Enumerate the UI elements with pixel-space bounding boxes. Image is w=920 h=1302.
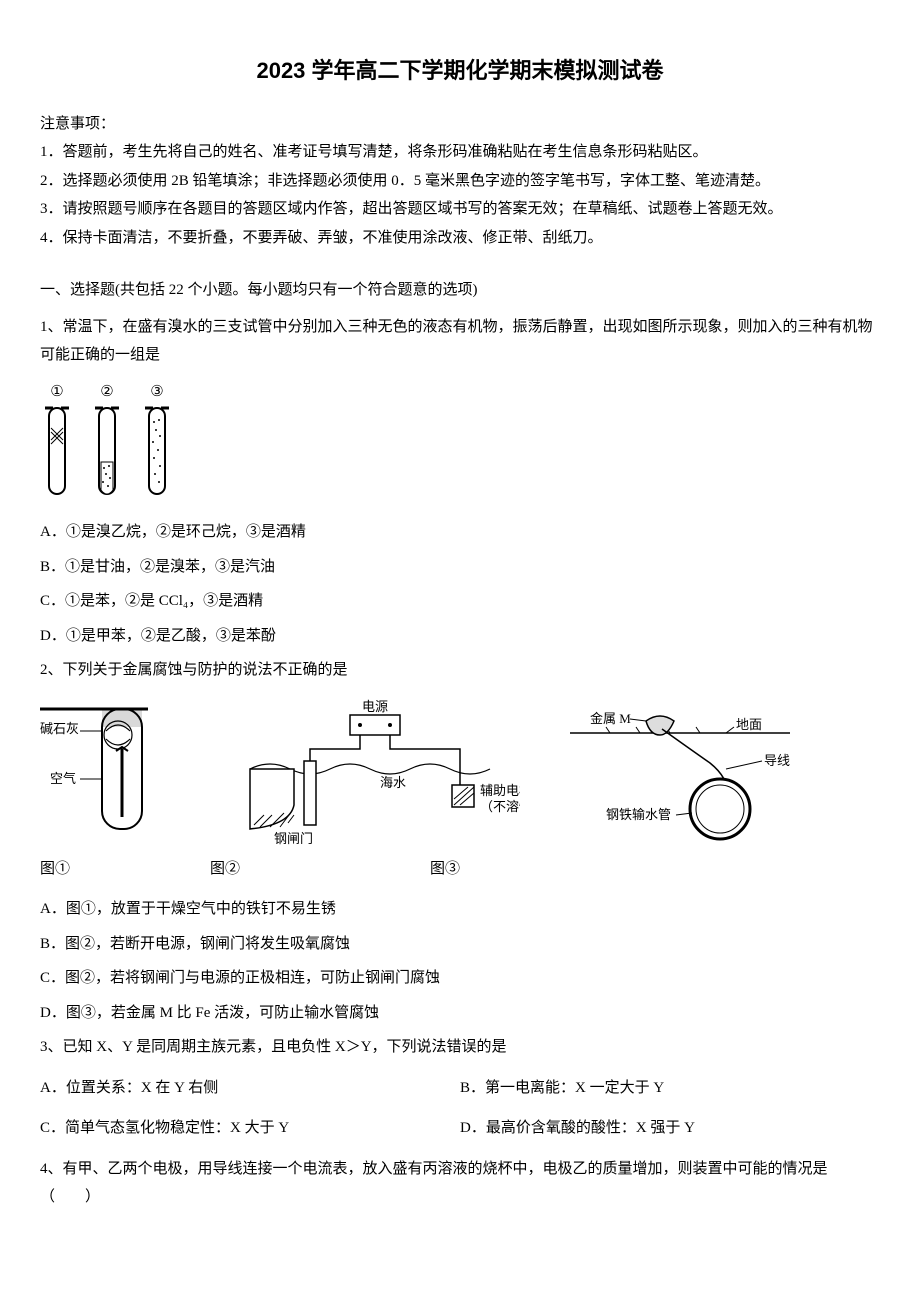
q2-diagram-row: 碱石灰 空气 电源 钢闸门 海水 辅助电极 （不溶性） xyxy=(40,699,880,849)
q3-option-a: A．位置关系：X 在 Y 右侧 xyxy=(40,1074,460,1103)
diagram-3-icon: 金属 M 地面 导线 钢铁输水管 xyxy=(550,699,810,849)
label-fuzhu-1: 辅助电极 xyxy=(480,783,520,798)
q2-stem: 2、下列关于金属腐蚀与防护的说法不正确的是 xyxy=(40,656,880,685)
q1-stem: 1、常温下，在盛有溴水的三支试管中分别加入三种无色的液态有机物，振荡后静置，出现… xyxy=(40,313,880,370)
q1-option-d: D．①是甲苯，②是乙酸，③是苯酚 xyxy=(40,622,880,651)
label-fuzhu-2: （不溶性） xyxy=(480,799,520,814)
notice-item-1: 1．答题前，考生先将自己的姓名、准考证号填写清楚，将条形码准确粘贴在考生信息条形… xyxy=(40,138,880,167)
q1-option-b: B．①是甘油，②是溴苯，③是汽油 xyxy=(40,553,880,582)
notice-item-4: 4．保持卡面清洁，不要折叠，不要弄破、弄皱，不准使用涂改液、修正带、刮纸刀。 xyxy=(40,224,880,253)
label-dianyuan: 电源 xyxy=(362,699,388,714)
tube-diagram-row: ① ② ③ xyxy=(40,378,880,507)
q3-option-b: B．第一电离能：X 一定大于 Y xyxy=(460,1074,880,1103)
label-kongqi: 空气 xyxy=(50,771,76,786)
notice-item-3: 3．请按照题号顺序在各题目的答题区域内作答，超出答题区域书写的答案无效；在草稿纸… xyxy=(40,195,880,224)
fig-labels-row: 图① 图② 图③ xyxy=(40,855,880,884)
test-tube-2-icon xyxy=(90,406,124,506)
fig-label-1: 图① xyxy=(40,855,210,884)
test-tube-3-icon xyxy=(140,406,174,506)
label-dimian: 地面 xyxy=(736,717,762,732)
q4-stem: 4、有甲、乙两个电极，用导线连接一个电流表，放入盛有丙溶液的烧杯中，电极乙的质量… xyxy=(40,1155,880,1212)
q3-options: A．位置关系：X 在 Y 右侧 B．第一电离能：X 一定大于 Y C．简单气态氢… xyxy=(40,1068,880,1149)
q3-option-c: C．简单气态氢化物稳定性：X 大于 Y xyxy=(40,1114,460,1143)
q1-option-a: A．①是溴乙烷，②是环己烷，③是酒精 xyxy=(40,518,880,547)
diagram-1-icon: 碱石灰 空气 xyxy=(40,699,200,849)
diagram-2-icon: 电源 钢闸门 海水 辅助电极 （不溶性） xyxy=(230,699,520,849)
fig-label-3: 图③ xyxy=(430,855,460,884)
tube-label-2: ② xyxy=(90,378,124,407)
label-jinshuM: 金属 M xyxy=(590,711,631,726)
q1-option-c: C．①是苯，②是 CCl₄，③是酒精 xyxy=(40,587,880,616)
tube-label-3: ③ xyxy=(140,378,174,407)
label-gangtie: 钢铁输水管 xyxy=(606,807,671,822)
q2-option-d: D．图③，若金属 M 比 Fe 活泼，可防止输水管腐蚀 xyxy=(40,999,880,1028)
label-jianshihui: 碱石灰 xyxy=(40,721,79,736)
q2-option-c: C．图②，若将钢闸门与电源的正极相连，可防止钢闸门腐蚀 xyxy=(40,964,880,993)
label-daoxian: 导线 xyxy=(764,753,790,768)
section-header: 一、选择题(共包括 22 个小题。每小题均只有一个符合题意的选项) xyxy=(40,276,880,305)
fig-label-2: 图② xyxy=(210,855,430,884)
q2-option-b: B．图②，若断开电源，钢闸门将发生吸氧腐蚀 xyxy=(40,930,880,959)
notice-item-2: 2．选择题必须使用 2B 铅笔填涂；非选择题必须使用 0．5 毫米黑色字迹的签字… xyxy=(40,167,880,196)
page-title: 2023 学年高二下学期化学期末模拟测试卷 xyxy=(40,50,880,92)
label-gangzhamen: 钢闸门 xyxy=(274,831,313,846)
tube-label-1: ① xyxy=(40,378,74,407)
q2-option-a: A．图①，放置于干燥空气中的铁钉不易生锈 xyxy=(40,895,880,924)
notice-header: 注意事项： xyxy=(40,110,880,139)
q3-stem: 3、已知 X、Y 是同周期主族元素，且电负性 X＞Y，下列说法错误的是 xyxy=(40,1033,880,1062)
q3-option-d: D．最高价含氧酸的酸性：X 强于 Y xyxy=(460,1114,880,1143)
test-tube-1-icon xyxy=(40,406,74,506)
label-haishui: 海水 xyxy=(380,775,406,790)
